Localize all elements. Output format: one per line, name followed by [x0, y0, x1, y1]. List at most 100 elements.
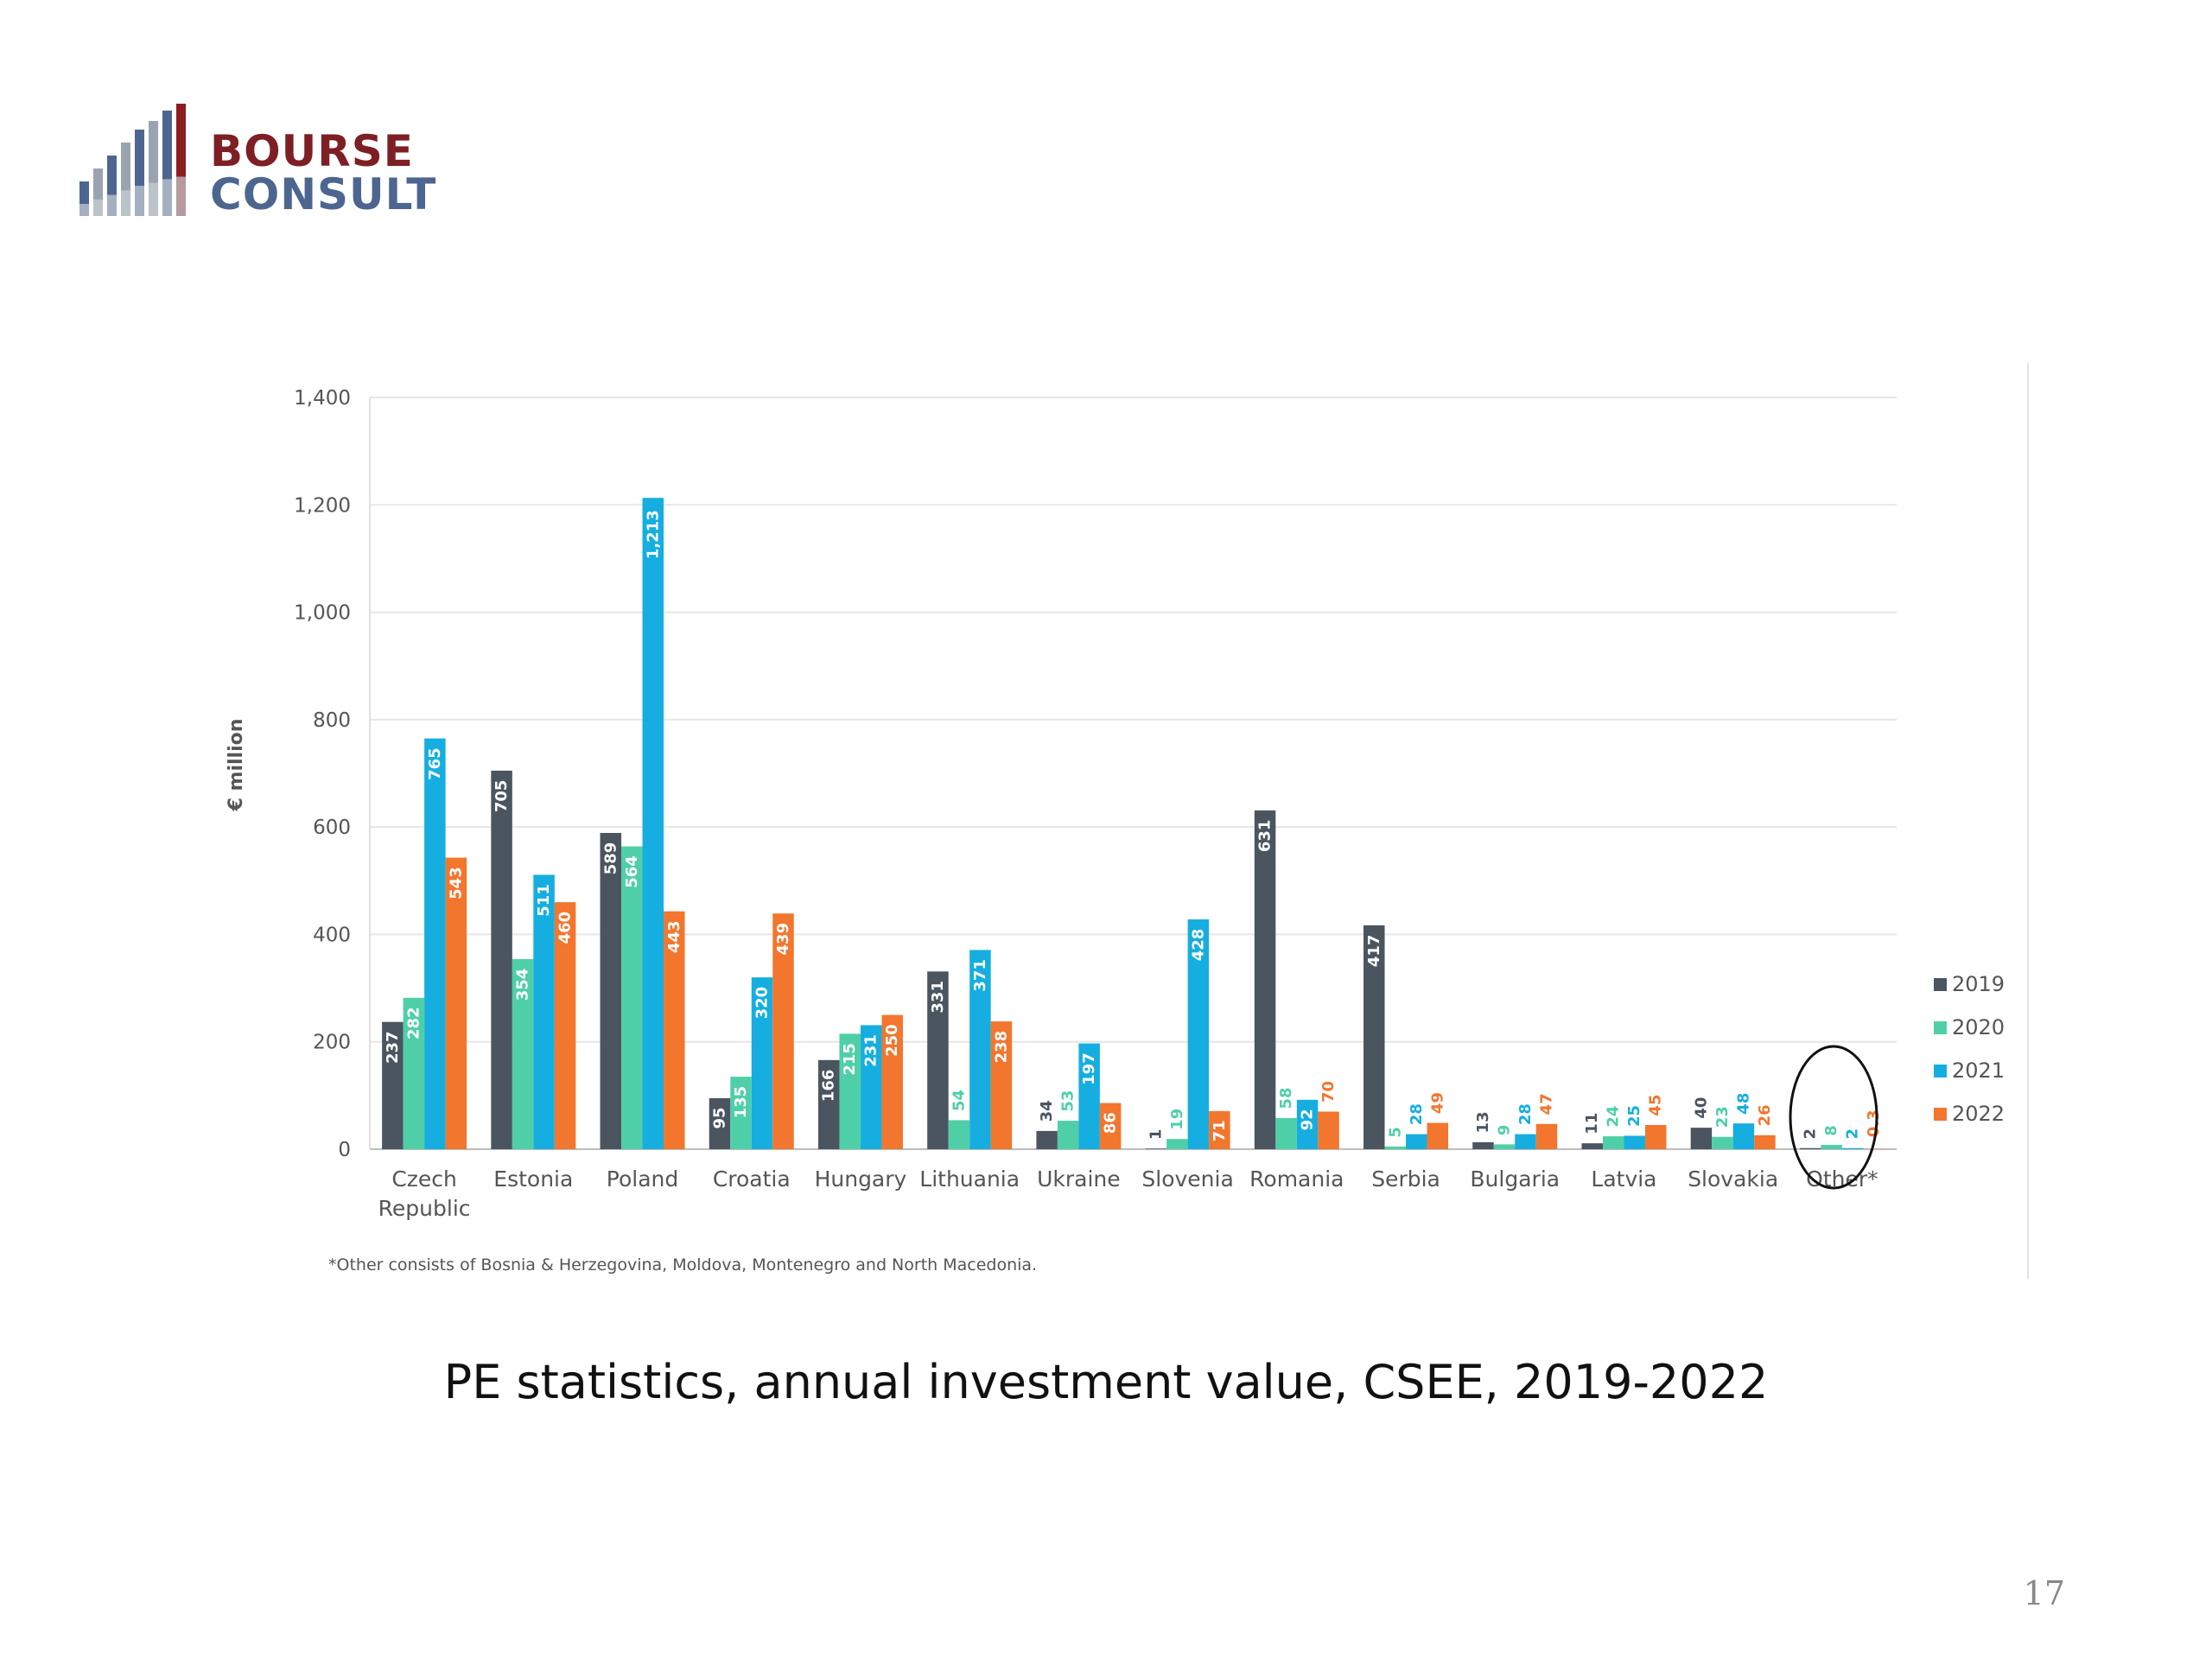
bar — [1275, 1117, 1297, 1149]
legend-label: 2022 — [1952, 1102, 2005, 1126]
bar-value-label: 9 — [1496, 1125, 1514, 1136]
bar — [403, 997, 425, 1149]
bar-value-label: 197 — [1080, 1052, 1098, 1085]
bar-value-label: 237 — [384, 1031, 402, 1064]
page-number: 17 — [2023, 1574, 2065, 1612]
bar — [1493, 1144, 1516, 1149]
y-tick-label: 1,400 — [294, 387, 351, 410]
bar — [1187, 919, 1210, 1149]
bar-value-label: 25 — [1625, 1105, 1643, 1127]
bar — [1166, 1139, 1188, 1149]
bar — [990, 1021, 1013, 1149]
bar-value-label: 1 — [1147, 1129, 1165, 1141]
bar — [445, 857, 467, 1149]
bar-value-label: 28 — [1516, 1103, 1535, 1125]
bar — [1472, 1141, 1494, 1149]
chart-gridlines — [369, 397, 1897, 1150]
legend-label: 2021 — [1952, 1058, 2005, 1083]
y-tick-label: 400 — [313, 924, 351, 946]
logo-bar — [93, 168, 103, 216]
bar — [1712, 1136, 1733, 1149]
bar — [730, 1077, 752, 1149]
bar — [709, 1097, 731, 1149]
bar-value-label: 215 — [841, 1043, 859, 1076]
bar — [424, 738, 446, 1149]
logo-bar-reflection — [121, 190, 130, 216]
bar-value-label: 13 — [1474, 1111, 1492, 1133]
logo-bar-reflection — [176, 176, 186, 216]
bar-value-label: 92 — [1299, 1109, 1317, 1130]
bar — [382, 1021, 404, 1149]
bar — [600, 832, 622, 1149]
bar-value-label: 49 — [1428, 1092, 1446, 1114]
other-highlight-circle — [1789, 1045, 1878, 1190]
legend-swatch — [1934, 978, 1947, 991]
bar — [860, 1025, 882, 1149]
bar-value-label: 11 — [1583, 1113, 1601, 1135]
bar-value-label: 135 — [732, 1086, 750, 1119]
bar-value-label: 23 — [1713, 1106, 1732, 1128]
bar — [839, 1033, 861, 1149]
bar-value-label: 95 — [711, 1107, 729, 1128]
bar — [621, 846, 643, 1149]
bar-value-label: 70 — [1319, 1081, 1338, 1103]
bar — [554, 902, 576, 1149]
logo-bar — [162, 111, 172, 216]
bar-value-label: 238 — [992, 1031, 1010, 1064]
logo-bar — [107, 156, 117, 216]
logo-bar — [121, 143, 130, 216]
x-tick-label: Hungary — [815, 1166, 907, 1192]
x-tick-label: Lithuania — [919, 1166, 1020, 1192]
bar-value-label: 24 — [1605, 1106, 1623, 1128]
bar — [1690, 1128, 1713, 1149]
chart-legend: 2019 2020 2021 2022 — [1934, 972, 2005, 1126]
bar-value-label: 511 — [535, 884, 553, 917]
bar-value-label: 631 — [1256, 820, 1274, 853]
legend-label: 2020 — [1952, 1015, 2005, 1039]
bar-value-label: 54 — [950, 1090, 968, 1111]
bar — [1036, 1130, 1058, 1149]
x-tick-label: Poland — [607, 1166, 678, 1192]
logo-text-consult: CONSULT — [210, 169, 437, 219]
logo-bar — [135, 130, 144, 216]
bar — [1209, 1110, 1230, 1149]
bar — [1254, 810, 1276, 1149]
y-axis-label: € million — [226, 719, 247, 812]
bar-value-label: 439 — [774, 923, 792, 956]
bar-value-label: 28 — [1408, 1103, 1426, 1125]
bar-value-label: 428 — [1189, 929, 1207, 962]
bar-value-label: 443 — [665, 920, 683, 953]
bar-value-label: 26 — [1756, 1104, 1774, 1126]
bar-value-label: 564 — [623, 855, 641, 888]
logo-bar-reflection — [149, 182, 158, 216]
bar — [1821, 1145, 1842, 1149]
bar — [1057, 1121, 1079, 1149]
bar — [1363, 925, 1385, 1149]
bar-value-label: 19 — [1168, 1109, 1186, 1130]
bar-value-label: 320 — [753, 987, 772, 1020]
bar — [1799, 1147, 1821, 1149]
chart-footnote: *Other consists of Bosnia & Herzegovina,… — [328, 1255, 1037, 1274]
bar-value-label: 71 — [1211, 1120, 1229, 1141]
x-tick-label: Slovenia — [1141, 1166, 1233, 1192]
bar-value-label: 53 — [1059, 1090, 1077, 1112]
logo-bar — [79, 181, 89, 216]
bar-value-label: 40 — [1692, 1097, 1710, 1119]
x-tick-label: Slovakia — [1688, 1166, 1778, 1192]
y-tick-label: 1,200 — [294, 494, 351, 517]
bourse-consult-logo: BOURSE CONSULT — [76, 97, 435, 226]
bar-value-label: 705 — [493, 780, 511, 813]
bar-value-label: 58 — [1277, 1087, 1295, 1109]
bar-value-label: 48 — [1734, 1093, 1752, 1115]
x-tick-label: Republic — [378, 1196, 471, 1221]
bar-value-label: 250 — [883, 1024, 901, 1057]
bar-value-label: 460 — [556, 912, 575, 944]
bar-value-label: 2 — [1802, 1128, 1820, 1140]
bar — [512, 959, 534, 1149]
bar-value-label: 765 — [426, 747, 444, 780]
bar — [1732, 1123, 1755, 1149]
bar — [948, 1120, 970, 1149]
y-tick-label: 200 — [313, 1032, 351, 1054]
